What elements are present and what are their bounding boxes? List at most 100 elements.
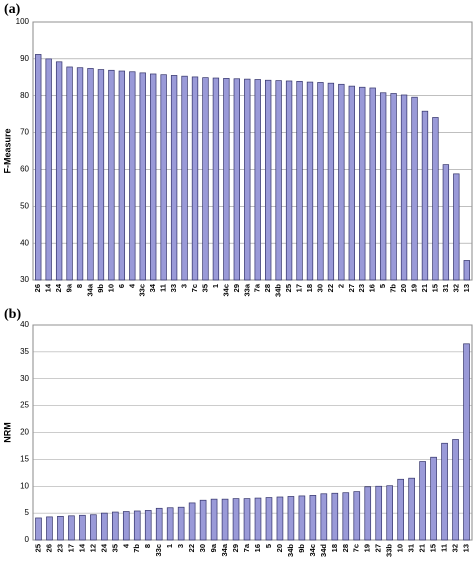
x-tick-label: 30 — [315, 284, 324, 292]
x-tick-label: 9a — [65, 283, 74, 292]
x-tick-label: 25 — [284, 284, 293, 292]
bar — [411, 96, 418, 281]
bar — [419, 461, 426, 541]
x-tick-label: 26 — [33, 284, 42, 292]
x-tick-label: 34 — [148, 283, 157, 292]
bar — [442, 164, 450, 281]
bar — [327, 82, 335, 281]
bar — [430, 456, 437, 541]
y-axis-label: NRM — [2, 422, 12, 443]
panel-title: (a) — [4, 2, 21, 17]
bar — [463, 260, 470, 281]
bar — [68, 515, 75, 541]
x-tick-label: 34b — [286, 544, 295, 557]
bar — [223, 78, 230, 281]
x-tick-label: 34c — [221, 284, 230, 297]
bar — [181, 75, 188, 281]
y-tick-label: 20 — [20, 428, 29, 437]
bar — [57, 515, 64, 541]
y-tick-label: 25 — [20, 401, 29, 410]
bar — [296, 80, 303, 281]
bar — [359, 86, 366, 281]
bar — [338, 83, 345, 281]
bar — [97, 69, 105, 281]
bar — [166, 507, 174, 541]
bar — [265, 497, 273, 541]
x-tick-label: 7b — [389, 284, 398, 293]
x-tick-label: 25 — [33, 544, 42, 552]
bar — [210, 498, 218, 541]
x-tick-label: 33 — [169, 284, 178, 292]
x-tick-label: 34a — [85, 283, 94, 296]
x-tick-label: 7b — [132, 544, 141, 553]
bar — [453, 173, 460, 281]
bar — [118, 70, 126, 281]
x-tick-label: 29 — [231, 544, 240, 552]
panel-title: (b) — [4, 307, 21, 322]
bar — [144, 510, 152, 541]
x-tick-label: 34d — [319, 544, 328, 557]
x-tick-label: 12 — [88, 544, 97, 552]
x-tick-label: 24 — [54, 283, 63, 292]
x-tick-label: 5 — [378, 284, 387, 288]
bar — [232, 498, 240, 541]
x-tick-label: 11 — [440, 544, 449, 552]
bar — [397, 478, 404, 541]
x-tick-label: 17 — [295, 284, 304, 292]
x-tick-label: 28 — [263, 284, 272, 292]
y-tick-label: 15 — [20, 454, 29, 463]
x-tick-label: 34a — [220, 543, 229, 556]
bar — [139, 72, 146, 281]
x-tick-label: 35 — [110, 544, 119, 552]
x-tick-label: 13 — [462, 284, 471, 292]
bar — [265, 79, 272, 281]
bar — [275, 80, 282, 281]
bar — [353, 491, 361, 541]
x-tick-label: 34c — [308, 544, 317, 557]
x-tick-label: 23 — [55, 544, 64, 552]
bar — [46, 516, 53, 541]
y-tick-label: 5 — [25, 508, 30, 517]
bar — [390, 93, 397, 281]
x-tick-label: 7a — [253, 283, 262, 292]
y-tick-label: 30 — [20, 275, 29, 284]
bar — [317, 82, 324, 281]
bar — [342, 492, 350, 541]
bar — [45, 58, 52, 281]
x-tick-label: 21 — [420, 284, 429, 292]
x-tick-label: 4 — [127, 283, 136, 288]
y-tick-label: 50 — [20, 201, 29, 210]
x-tick-label: 17 — [66, 544, 75, 552]
bar — [298, 495, 306, 541]
x-tick-label: 10 — [396, 544, 405, 552]
x-tick-label: 3 — [176, 544, 185, 548]
bar — [233, 78, 240, 281]
bar — [375, 485, 383, 541]
bar — [400, 94, 408, 281]
y-tick-label: 10 — [20, 481, 29, 490]
bar — [150, 73, 157, 281]
x-tick-label: 23 — [357, 284, 366, 292]
x-tick-label: 8 — [143, 544, 152, 548]
bar — [244, 78, 251, 281]
bar — [441, 442, 448, 541]
x-tick-label: 18 — [330, 544, 339, 552]
x-tick-label: 7a — [242, 543, 251, 552]
x-tick-label: 15 — [430, 284, 439, 292]
x-tick-label: 11 — [159, 284, 168, 292]
bar — [35, 517, 42, 541]
bar — [55, 61, 63, 281]
x-tick-label: 19 — [363, 544, 372, 552]
x-tick-label: 34b — [274, 284, 283, 297]
x-tick-label: 31 — [441, 284, 450, 292]
bar — [364, 486, 372, 541]
bar — [421, 110, 429, 281]
x-tick-label: 18 — [305, 284, 314, 292]
bar — [160, 74, 167, 281]
bar — [243, 498, 251, 541]
x-tick-label: 7c — [352, 544, 361, 552]
x-tick-label: 33a — [242, 283, 251, 296]
x-tick-label: 24 — [99, 543, 108, 552]
x-tick-label: 9b — [297, 544, 306, 553]
x-tick-label: 9a — [209, 543, 218, 552]
